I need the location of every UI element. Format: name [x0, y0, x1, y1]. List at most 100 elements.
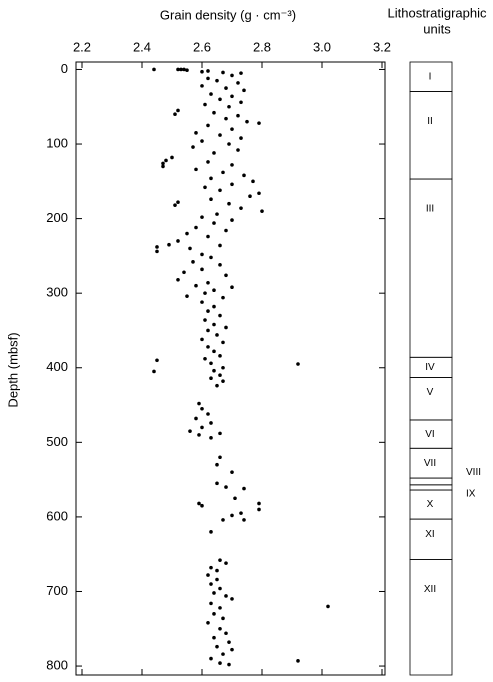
- data-point: [206, 620, 210, 625]
- x-tick-label: 3.2: [373, 39, 391, 54]
- unit-label: I: [429, 71, 432, 82]
- data-point: [221, 170, 225, 175]
- data-point: [230, 597, 234, 601]
- unit-label: IX: [466, 489, 476, 500]
- chart-title: Grain density (g · cm⁻³): [160, 7, 296, 22]
- data-point: [221, 652, 225, 656]
- data-point: [194, 131, 198, 135]
- y-tick-label: 400: [46, 359, 68, 374]
- y-tick-label: 600: [46, 508, 68, 523]
- unit-label: II: [427, 116, 433, 127]
- data-point: [206, 160, 210, 164]
- data-point: [206, 280, 210, 285]
- unit-label: VII: [424, 458, 436, 469]
- data-point: [209, 176, 213, 181]
- data-point: [185, 294, 189, 298]
- data-point: [227, 662, 231, 667]
- unit-label: VIII: [466, 467, 481, 478]
- data-point: [221, 365, 225, 370]
- data-point: [203, 185, 207, 190]
- data-point: [209, 656, 213, 661]
- y-tick-label: 800: [46, 657, 68, 672]
- unit-interval: [409, 559, 453, 676]
- data-point: [176, 277, 180, 282]
- data-point: [161, 161, 165, 166]
- data-point: [200, 139, 204, 143]
- data-point: [236, 81, 240, 85]
- data-point: [215, 462, 219, 467]
- data-point: [221, 379, 225, 383]
- data-point: [218, 455, 222, 460]
- data-point: [221, 616, 225, 621]
- data-point: [176, 108, 180, 113]
- data-point: [251, 179, 255, 184]
- unit-interval: [409, 484, 453, 491]
- data-point: [152, 67, 156, 72]
- data-point: [218, 243, 222, 248]
- data-point: [224, 594, 228, 598]
- data-point: [230, 163, 234, 167]
- data-point: [212, 110, 216, 115]
- data-point: [176, 67, 180, 72]
- y-tick-label: 100: [46, 135, 68, 150]
- data-point: [194, 416, 198, 421]
- data-point: [230, 73, 234, 78]
- data-point: [203, 291, 207, 295]
- data-point: [188, 246, 192, 251]
- data-point: [230, 513, 234, 518]
- data-point: [191, 145, 195, 149]
- data-point: [230, 218, 234, 222]
- unit-label: V: [427, 387, 434, 398]
- data-point: [179, 67, 183, 72]
- data-point: [212, 368, 216, 373]
- data-point: [209, 255, 213, 260]
- data-point: [230, 470, 234, 474]
- data-point: [257, 507, 261, 512]
- data-point: [215, 333, 219, 337]
- data-point: [191, 260, 195, 264]
- x-tick-label: 2.2: [73, 39, 91, 54]
- data-point: [176, 239, 180, 243]
- data-point: [209, 436, 213, 440]
- x-tick-label: 2.6: [193, 39, 211, 54]
- data-point: [209, 376, 213, 380]
- data-point: [197, 501, 201, 506]
- data-point: [221, 340, 225, 345]
- data-point: [206, 69, 210, 73]
- data-point: [212, 612, 216, 616]
- data-point: [164, 158, 168, 163]
- y-tick-label: 500: [46, 434, 68, 449]
- data-point: [206, 309, 210, 313]
- data-point: [200, 215, 204, 219]
- data-point: [206, 123, 210, 128]
- data-point: [200, 425, 204, 430]
- data-point: [215, 577, 219, 582]
- data-point: [200, 267, 204, 272]
- data-point: [224, 228, 228, 233]
- data-point: [218, 606, 222, 610]
- data-point: [239, 71, 243, 75]
- data-point: [206, 76, 210, 81]
- data-point: [209, 601, 213, 606]
- data-point: [257, 191, 261, 196]
- data-point: [182, 270, 186, 275]
- data-point: [242, 518, 246, 522]
- plot-frame: [75, 61, 386, 676]
- data-point: [203, 102, 207, 107]
- unit-label: X: [427, 499, 434, 510]
- data-point: [218, 263, 222, 267]
- data-point: [212, 304, 216, 309]
- unit-interval: [409, 477, 453, 486]
- data-point: [155, 249, 159, 254]
- data-point: [209, 197, 213, 202]
- y-tick-label: 200: [46, 210, 68, 225]
- data-point: [227, 142, 231, 146]
- data-point: [248, 194, 252, 199]
- data-point: [224, 325, 228, 330]
- data-point: [218, 97, 222, 102]
- x-tick-label: 2.8: [253, 39, 271, 54]
- data-point: [221, 70, 225, 75]
- data-point: [224, 631, 228, 636]
- data-point: [173, 203, 177, 207]
- data-point: [200, 503, 204, 508]
